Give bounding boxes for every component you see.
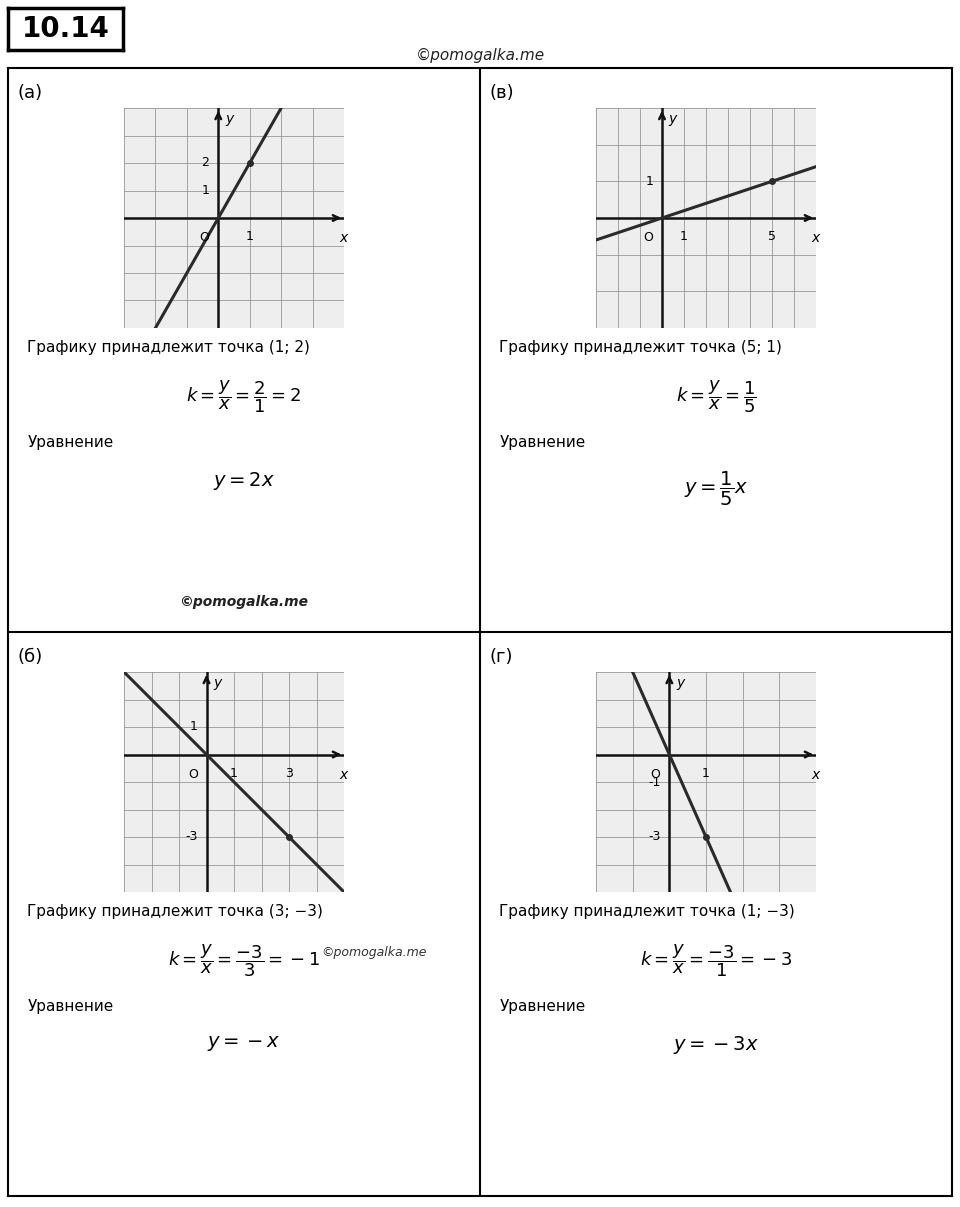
Text: $k = \dfrac{y}{x} = \dfrac{-3}{3} = -1$: $k = \dfrac{y}{x} = \dfrac{-3}{3} = -1$ [168,941,320,979]
Text: (a): (a) [17,84,43,103]
Text: x: x [340,768,348,782]
Text: $y = -x$: $y = -x$ [207,1034,281,1053]
Text: (в): (в) [490,84,515,103]
Text: O: O [200,232,209,244]
Text: 3: 3 [285,766,293,780]
Text: O: O [643,232,653,244]
Text: 10.14: 10.14 [21,14,109,43]
Text: 1: 1 [230,766,238,780]
Text: -3: -3 [648,830,660,844]
Text: $y = 2x$: $y = 2x$ [213,470,275,492]
Text: Графику принадлежит точка (3; −3): Графику принадлежит точка (3; −3) [27,904,324,919]
Text: x: x [340,232,348,245]
Text: Уравнение: Уравнение [499,999,586,1014]
Text: 1: 1 [202,183,209,197]
Text: -3: -3 [185,830,198,844]
Text: Уравнение: Уравнение [27,435,113,450]
Text: 1: 1 [680,231,688,243]
Text: 5: 5 [768,231,776,243]
Text: $k = \dfrac{y}{x} = \dfrac{2}{1} = 2$: $k = \dfrac{y}{x} = \dfrac{2}{1} = 2$ [186,378,301,415]
Text: $y = \dfrac{1}{5}x$: $y = \dfrac{1}{5}x$ [684,470,748,508]
Text: Графику принадлежит точка (1; 2): Графику принадлежит точка (1; 2) [27,340,310,355]
Text: Графику принадлежит точка (1; −3): Графику принадлежит точка (1; −3) [499,904,795,919]
Text: 1: 1 [246,231,253,243]
Text: -1: -1 [648,776,660,788]
Text: Графику принадлежит точка (5; 1): Графику принадлежит точка (5; 1) [499,340,782,355]
Text: Уравнение: Уравнение [499,435,586,450]
Text: x: x [811,232,820,245]
Text: 2: 2 [202,157,209,169]
Text: (г): (г) [490,648,513,666]
Text: y: y [676,676,684,690]
Text: ©pomogalka.me: ©pomogalka.me [416,47,544,63]
Text: x: x [811,768,820,782]
Text: (б): (б) [17,648,43,666]
Text: y: y [225,112,233,127]
Text: $k = \dfrac{y}{x} = \dfrac{1}{5}$: $k = \dfrac{y}{x} = \dfrac{1}{5}$ [676,378,756,415]
Text: $y = -3x$: $y = -3x$ [673,1034,759,1056]
Text: O: O [188,768,198,781]
Text: 1: 1 [702,766,710,780]
Text: y: y [668,112,677,127]
Text: ©pomogalka.me: ©pomogalka.me [180,595,308,610]
Text: 1: 1 [190,721,198,734]
Text: Уравнение: Уравнение [27,999,113,1014]
Text: ©pomogalka.me: ©pomogalka.me [321,945,426,958]
Text: $k = \dfrac{y}{x} = \dfrac{-3}{1} = -3$: $k = \dfrac{y}{x} = \dfrac{-3}{1} = -3$ [639,941,792,979]
Text: O: O [651,768,660,781]
Text: 1: 1 [645,175,653,188]
Text: y: y [213,676,222,690]
